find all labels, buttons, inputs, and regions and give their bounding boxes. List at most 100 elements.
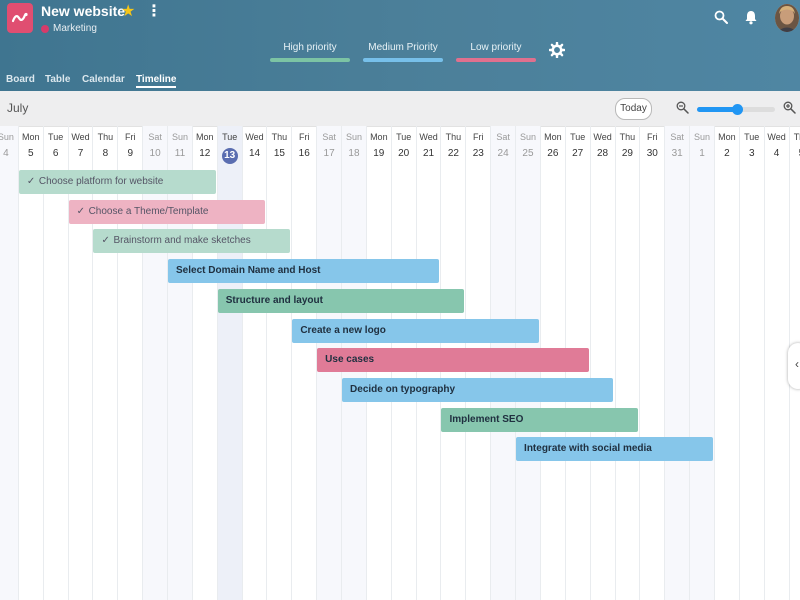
day-name: Sun (694, 132, 711, 142)
day-name: Sat (322, 132, 336, 142)
day-name: Wed (245, 132, 264, 142)
day-number: 15 (273, 148, 285, 159)
day-number: 9 (127, 148, 133, 159)
tab-board[interactable]: Board (6, 74, 35, 85)
legend-swatch (363, 58, 443, 62)
day-name: Mon (370, 132, 388, 142)
day-number: 5 (28, 148, 34, 159)
day-name: Tue (396, 132, 412, 142)
tab-calendar[interactable]: Calendar (82, 74, 125, 85)
day-number: 30 (646, 148, 658, 159)
zoom-in-icon[interactable] (783, 101, 796, 119)
day-name: Fri (298, 132, 310, 142)
task-bar[interactable]: ✓ Choose a Theme/Template (68, 199, 266, 224)
task-bar[interactable]: Integrate with social media (516, 437, 713, 462)
day-name: Fri (647, 132, 658, 142)
day-name: Thu (619, 132, 636, 142)
collapse-panel-handle[interactable]: ‹ (788, 343, 800, 389)
day-name: Thu (271, 132, 288, 142)
task-label: Select Domain Name and Host (176, 265, 321, 277)
task-bar[interactable]: ✓ Choose platform for website (18, 170, 216, 194)
day-name: Fri (473, 132, 484, 142)
tab-timeline[interactable]: Timeline (136, 74, 177, 88)
zoom-slider-thumb[interactable] (732, 104, 744, 115)
zoom-slider[interactable] (697, 104, 775, 115)
task-label: Brainstorm and make sketches (113, 235, 251, 247)
day-column: Mon 2 (713, 126, 739, 600)
task-bar[interactable]: Structure and layout (217, 288, 465, 313)
day-column: Wed 4 (763, 126, 789, 600)
avatar[interactable] (775, 4, 799, 32)
app-header: New website ★ ⋮ Marketing High priority … (0, 0, 800, 91)
legend-low-priority[interactable]: Low priority (456, 42, 536, 62)
day-number: 12 (199, 148, 211, 159)
day-number: 3 (748, 148, 755, 159)
project-title: New website (41, 3, 126, 19)
day-number: 25 (522, 148, 534, 159)
day-number: 21 (422, 148, 435, 159)
zoom-out-icon[interactable] (676, 101, 689, 119)
checkmark-icon: ✓ (26, 176, 36, 187)
timeline-toolbar: July Today (0, 91, 800, 127)
legend-swatch (456, 58, 536, 62)
tag-dot (41, 24, 49, 33)
day-name: Sat (148, 132, 162, 142)
day-name: Thu (445, 132, 462, 142)
day-name: Tue (48, 132, 64, 142)
day-number: 22 (447, 148, 459, 159)
day-name: Sun (171, 132, 188, 142)
day-name: Sun (519, 132, 536, 142)
today-button[interactable]: Today (615, 98, 652, 120)
day-number: 26 (547, 148, 559, 159)
day-name: Mon (196, 132, 214, 142)
tab-table[interactable]: Table (45, 74, 71, 85)
day-number: 4 (773, 148, 780, 159)
day-number: 29 (621, 148, 633, 159)
day-column: Sat 10 (142, 126, 168, 600)
legend-swatch (270, 58, 350, 62)
task-bar[interactable]: Implement SEO (441, 407, 639, 432)
zoom-slider-fill (697, 107, 738, 112)
day-name: Tue (570, 132, 586, 142)
day-column: Fri 30 (639, 126, 664, 600)
task-label: Structure and layout (225, 294, 323, 306)
app-logo-icon[interactable] (7, 3, 33, 33)
day-column: Fri 16 (291, 126, 316, 600)
day-column: Thu 15 (266, 126, 291, 600)
legend-label: Low priority (470, 42, 522, 53)
day-number: 10 (149, 148, 161, 159)
day-number: 1 (699, 148, 705, 159)
day-name: Sun (0, 132, 14, 142)
gear-icon[interactable] (548, 41, 566, 63)
day-number: 5 (790, 148, 800, 159)
task-bar[interactable]: Use cases (317, 348, 589, 373)
day-name: Mon (544, 132, 562, 142)
day-column: Sun 4 (0, 126, 18, 600)
task-bar[interactable]: ✓ Brainstorm and make sketches (93, 229, 291, 254)
day-number: 17 (323, 148, 335, 159)
task-bar[interactable]: Decide on typography (342, 377, 614, 402)
day-number: 16 (298, 148, 310, 159)
day-name: Fri (124, 132, 136, 142)
legend-high-priority[interactable]: High priority (270, 42, 350, 62)
search-icon[interactable] (714, 10, 728, 29)
star-icon[interactable]: ★ (121, 3, 136, 20)
day-name: Thu (97, 132, 114, 142)
day-number: 4 (3, 148, 9, 159)
day-column: Wed 7 (67, 126, 93, 600)
task-label: Use cases (325, 354, 375, 366)
day-number-today: 13 (218, 148, 242, 164)
day-column: Tue 3 (738, 126, 764, 600)
task-bar[interactable]: Create a new logo (292, 318, 539, 343)
kebab-icon[interactable]: ⋮ (146, 3, 162, 20)
day-name: Tue (744, 132, 760, 142)
day-number: 6 (52, 148, 59, 159)
month-label: July (7, 101, 29, 115)
legend-label: Medium Priority (368, 42, 438, 53)
bell-icon[interactable] (744, 10, 758, 30)
task-bar[interactable]: Select Domain Name and Host (168, 259, 440, 284)
today-marker: 13 (221, 148, 238, 164)
tag-label: Marketing (53, 23, 97, 34)
day-name: Mon (22, 132, 40, 142)
legend-medium-priority[interactable]: Medium Priority (363, 42, 443, 62)
